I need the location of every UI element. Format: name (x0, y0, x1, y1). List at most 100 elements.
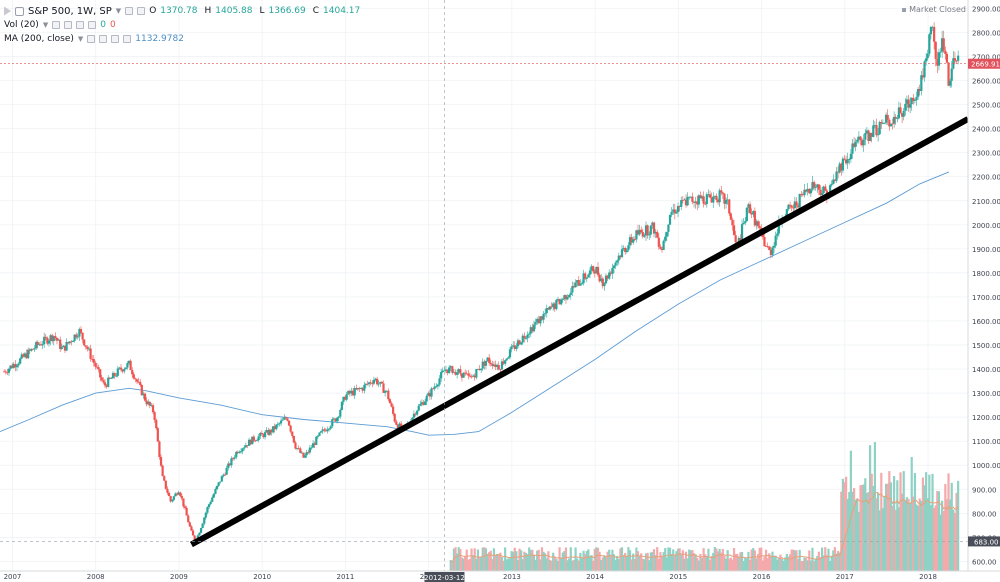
open-label: O (149, 5, 157, 16)
candle-body (55, 338, 59, 341)
candle-body (836, 171, 840, 173)
candle-body (680, 200, 683, 207)
candle-body (201, 523, 204, 529)
candle-body (494, 364, 497, 368)
candle-body (46, 337, 49, 344)
hide-icon[interactable] (87, 35, 96, 43)
candle-body (54, 336, 57, 339)
candle-body (155, 420, 158, 429)
candle-body (156, 428, 159, 442)
volume-bar (780, 558, 784, 571)
volume-bar (587, 549, 590, 571)
collapse-arrow-icon[interactable] (4, 6, 11, 16)
candle-body (79, 329, 83, 333)
volume-bar (929, 504, 933, 571)
candle-body (316, 435, 319, 437)
hide-icon[interactable] (125, 7, 134, 15)
candle-body (211, 497, 214, 502)
candle-body (556, 298, 560, 300)
add-icon[interactable] (111, 35, 120, 43)
candle-body (758, 226, 761, 228)
candle-body (92, 359, 95, 363)
volume-bar (755, 558, 758, 571)
price-axis-bg[interactable] (968, 0, 1000, 571)
candle-body (820, 192, 824, 196)
volume-bar (678, 548, 681, 571)
hide-icon[interactable] (52, 21, 61, 29)
price-tick-label: 2600.00 (972, 78, 1000, 86)
candle-body (449, 366, 452, 368)
candle-body (488, 357, 491, 363)
candle-body (457, 369, 460, 373)
candle-body (323, 429, 326, 431)
price-tick-label: 2900.00 (972, 5, 1000, 13)
price-tick-label: 2800.00 (972, 29, 1000, 37)
candle-body (15, 365, 19, 368)
candle-body (451, 366, 454, 373)
candle-body (212, 493, 215, 498)
candle-body (163, 476, 166, 481)
candle-body (436, 384, 440, 387)
volume-bar (822, 555, 825, 571)
close-icon[interactable] (88, 21, 97, 29)
chevron-down-icon[interactable]: ▼ (115, 6, 122, 15)
candles (3, 22, 960, 545)
candle-body (254, 440, 257, 442)
volume-bar (692, 553, 696, 571)
drawn-trendline[interactable] (189, 116, 970, 548)
candle-body (99, 369, 102, 378)
candle-body (220, 476, 223, 482)
volume-bar (556, 560, 560, 571)
chevron-down-icon[interactable]: ▼ (77, 34, 84, 43)
volume-bar (486, 553, 489, 571)
candle-body (683, 199, 686, 201)
volume-indicator-name[interactable]: Vol (20) (4, 19, 39, 30)
volume-bar (656, 547, 659, 571)
candle-body (572, 286, 576, 288)
candle-body (481, 361, 484, 369)
volume-bar (521, 559, 524, 571)
volume-bar (636, 551, 640, 571)
candle-body (696, 201, 699, 205)
volume-bar (923, 485, 926, 571)
candle-body (75, 334, 78, 338)
candle-body (283, 417, 286, 420)
candle-body (492, 364, 496, 366)
candle-body (57, 339, 60, 341)
candle-body (287, 420, 291, 426)
settings-icon[interactable] (99, 35, 108, 43)
symbol-title[interactable]: S&P 500, 1W, SP (28, 5, 112, 17)
close-icon[interactable] (123, 35, 132, 43)
add-icon[interactable] (76, 21, 85, 29)
candle-body (611, 268, 614, 274)
candle-body (838, 163, 841, 173)
candle-body (113, 373, 116, 377)
candle-body (291, 431, 294, 436)
candle-body (44, 336, 47, 338)
chevron-down-icon[interactable]: ▼ (42, 20, 49, 29)
candle-body (684, 199, 688, 206)
volume-bar (928, 474, 931, 571)
settings-icon[interactable] (137, 7, 146, 15)
volume-bar (616, 556, 619, 571)
price-tick-label: 1000.00 (972, 462, 1000, 470)
candle-body (30, 348, 33, 351)
ma-indicator-name[interactable]: MA (200, close) (4, 33, 74, 44)
candle-body (214, 488, 217, 494)
candle-body (396, 424, 400, 429)
candle-body (877, 134, 880, 136)
candle-body (832, 179, 835, 185)
volume-bar (816, 555, 819, 571)
candle-body (870, 132, 873, 137)
candle-body (139, 381, 142, 385)
candle-body (142, 393, 145, 396)
time-axis-bg[interactable] (0, 571, 1000, 582)
volume-bar (619, 548, 622, 571)
volume-bar (830, 555, 833, 571)
candle-body (489, 362, 492, 364)
volume-bar (560, 557, 563, 571)
volume-bar (668, 547, 672, 571)
candle-body (568, 294, 571, 298)
settings-icon[interactable] (64, 21, 73, 29)
